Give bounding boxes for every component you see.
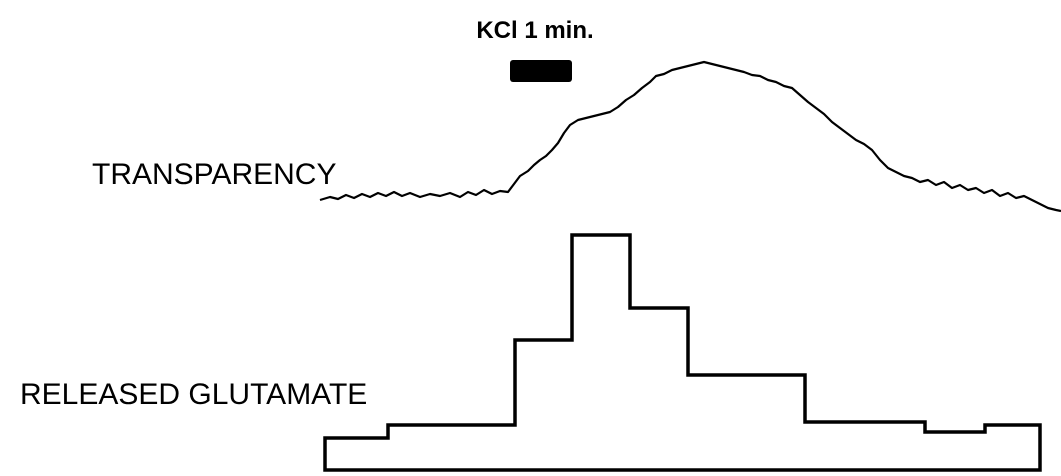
transparency-trace <box>319 60 1061 213</box>
trace-label: RELEASED GLUTAMATE <box>20 378 367 411</box>
stimulus-label: KCl 1 min. <box>476 17 593 44</box>
trace-label: TRANSPARENCY <box>92 158 336 191</box>
glutamate-trace <box>323 233 1042 472</box>
stimulus-bar <box>510 60 572 82</box>
